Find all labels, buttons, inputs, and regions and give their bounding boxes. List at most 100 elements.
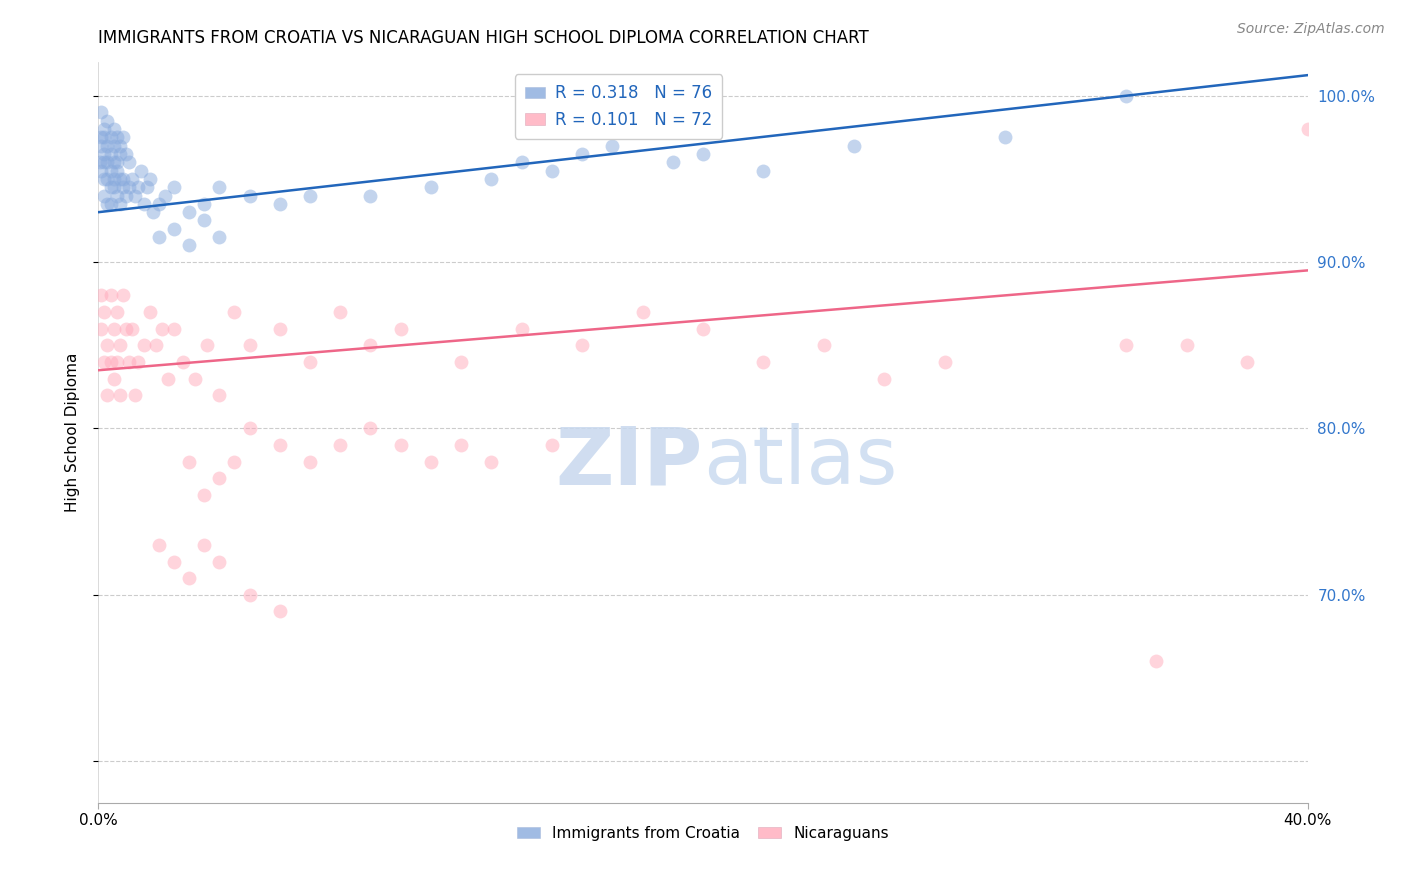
Point — [111, 172, 134, 186]
Point — [156, 371, 179, 385]
Point — [360, 338, 382, 352]
Point — [195, 338, 218, 352]
Point — [1236, 355, 1258, 369]
Point — [692, 147, 714, 161]
Point — [450, 438, 472, 452]
Point — [752, 163, 775, 178]
Point — [540, 438, 562, 452]
Point — [100, 130, 122, 145]
Point — [934, 355, 956, 369]
Point — [90, 138, 112, 153]
Point — [208, 230, 231, 244]
Point — [208, 180, 231, 194]
Point — [96, 388, 118, 402]
Point — [145, 338, 167, 352]
Point — [108, 138, 131, 153]
Point — [93, 305, 115, 319]
Point — [103, 138, 125, 153]
Point — [93, 155, 115, 169]
Point — [208, 388, 231, 402]
Point — [360, 421, 382, 435]
Point — [93, 188, 115, 202]
Point — [179, 205, 201, 219]
Point — [150, 321, 173, 335]
Point — [127, 355, 149, 369]
Text: ZIP: ZIP — [555, 423, 703, 501]
Point — [103, 172, 125, 186]
Point — [239, 338, 262, 352]
Point — [148, 230, 170, 244]
Point — [93, 122, 115, 136]
Point — [179, 238, 201, 252]
Point — [148, 538, 170, 552]
Point — [208, 555, 231, 569]
Point — [1296, 122, 1319, 136]
Point — [96, 172, 118, 186]
Point — [114, 147, 136, 161]
Point — [124, 188, 146, 202]
Text: Source: ZipAtlas.com: Source: ZipAtlas.com — [1237, 22, 1385, 37]
Point — [163, 222, 186, 236]
Point — [1175, 338, 1198, 352]
Point — [142, 205, 165, 219]
Point — [389, 321, 412, 335]
Point — [90, 105, 112, 120]
Point — [172, 355, 194, 369]
Point — [208, 471, 231, 485]
Point — [96, 113, 118, 128]
Point — [844, 138, 866, 153]
Point — [127, 180, 149, 194]
Point — [118, 155, 141, 169]
Text: IMMIGRANTS FROM CROATIA VS NICARAGUAN HIGH SCHOOL DIPLOMA CORRELATION CHART: IMMIGRANTS FROM CROATIA VS NICARAGUAN HI… — [98, 29, 869, 47]
Point — [994, 130, 1017, 145]
Legend: Immigrants from Croatia, Nicaraguans: Immigrants from Croatia, Nicaraguans — [510, 820, 896, 847]
Point — [179, 455, 201, 469]
Point — [103, 321, 125, 335]
Point — [239, 588, 262, 602]
Point — [105, 355, 128, 369]
Point — [148, 197, 170, 211]
Point — [108, 197, 131, 211]
Point — [90, 163, 112, 178]
Point — [299, 455, 322, 469]
Point — [96, 138, 118, 153]
Point — [224, 455, 246, 469]
Point — [179, 571, 201, 585]
Point — [100, 180, 122, 194]
Point — [93, 355, 115, 369]
Point — [481, 172, 503, 186]
Point — [193, 488, 215, 502]
Point — [111, 130, 134, 145]
Point — [193, 197, 215, 211]
Point — [661, 155, 683, 169]
Point — [329, 438, 352, 452]
Point — [100, 197, 122, 211]
Point — [193, 213, 215, 227]
Point — [103, 180, 125, 194]
Point — [114, 188, 136, 202]
Point — [813, 338, 835, 352]
Point — [571, 147, 593, 161]
Point — [96, 197, 118, 211]
Y-axis label: High School Diploma: High School Diploma — [65, 353, 80, 512]
Point — [420, 180, 443, 194]
Point — [752, 355, 775, 369]
Point — [299, 188, 322, 202]
Point — [510, 155, 533, 169]
Point — [90, 288, 112, 302]
Point — [100, 163, 122, 178]
Point — [89, 155, 111, 169]
Point — [118, 355, 141, 369]
Point — [269, 438, 291, 452]
Point — [571, 338, 593, 352]
Point — [90, 130, 112, 145]
Point — [135, 180, 157, 194]
Point — [132, 338, 155, 352]
Point — [631, 305, 654, 319]
Point — [224, 305, 246, 319]
Point — [105, 305, 128, 319]
Point — [103, 122, 125, 136]
Point — [602, 138, 624, 153]
Point — [111, 180, 134, 194]
Point — [481, 455, 503, 469]
